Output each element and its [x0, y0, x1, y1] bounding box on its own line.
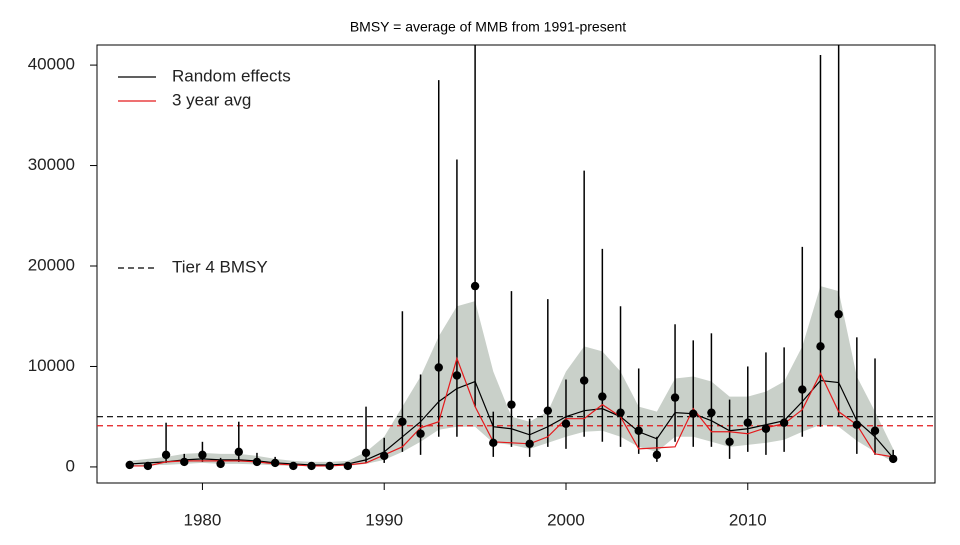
data-point	[616, 408, 625, 417]
y-tick-label: 40000	[28, 55, 75, 74]
data-point	[634, 426, 643, 435]
x-tick-label: 2000	[547, 510, 585, 529]
y-tick-label: 10000	[28, 356, 75, 375]
data-point	[380, 451, 389, 461]
data-point	[216, 459, 225, 469]
data-point	[725, 437, 734, 447]
data-point	[761, 424, 771, 433]
data-point	[398, 417, 407, 426]
data-point	[834, 310, 843, 319]
data-point	[779, 418, 789, 427]
legend-label: Tier 4 BMSY	[172, 257, 268, 276]
data-point	[125, 460, 134, 470]
data-point	[670, 393, 680, 402]
legend-label: 3 year avg	[172, 90, 251, 109]
data-point	[161, 450, 171, 460]
data-point	[343, 461, 353, 471]
data-point	[416, 429, 425, 438]
data-point	[434, 363, 443, 372]
data-point	[888, 454, 898, 464]
data-point	[743, 418, 752, 427]
chart-title: BMSY = average of MMB from 1991-present	[350, 19, 626, 35]
data-point	[652, 450, 662, 460]
y-tick-label: 0	[66, 456, 75, 475]
data-point	[361, 448, 371, 458]
data-point	[579, 376, 589, 385]
plot-frame	[96, 44, 936, 484]
x-tick-label: 1990	[365, 510, 403, 529]
plot-area	[97, 45, 935, 471]
data-point	[234, 447, 243, 457]
data-point	[598, 392, 607, 401]
data-point	[689, 409, 698, 418]
data-point	[289, 461, 298, 471]
data-point	[870, 426, 880, 435]
data-point	[816, 342, 825, 351]
y-tick-label: 30000	[28, 155, 75, 174]
data-point	[543, 406, 553, 415]
data-point	[525, 439, 534, 449]
data-point	[270, 458, 280, 468]
data-point	[180, 457, 189, 467]
data-point	[325, 461, 334, 471]
x-tick-label: 1980	[184, 510, 222, 529]
data-point	[561, 419, 571, 428]
data-point	[707, 408, 716, 417]
data-point	[798, 385, 807, 394]
legend-label: Random effects	[172, 66, 291, 85]
data-point	[307, 461, 316, 471]
y-tick-label: 20000	[28, 255, 75, 274]
data-point	[489, 438, 498, 448]
x-tick-label: 2010	[729, 510, 767, 529]
data-point	[470, 281, 480, 291]
data-point	[143, 461, 153, 471]
data-point	[452, 371, 462, 380]
data-point	[198, 450, 207, 460]
data-point	[507, 400, 516, 409]
data-point	[852, 420, 862, 429]
data-point	[252, 457, 262, 467]
